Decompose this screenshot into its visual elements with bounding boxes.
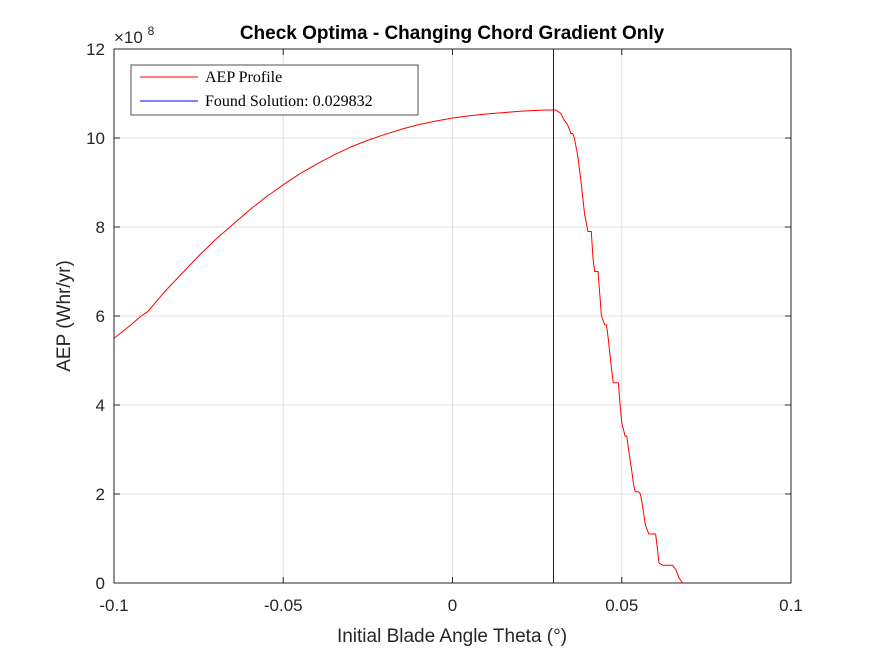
x-tick-label: -0.1 xyxy=(99,596,128,615)
legend-label-aep-profile: AEP Profile xyxy=(205,69,282,86)
legend: AEP Profile Found Solution: 0.029832 xyxy=(130,64,419,116)
y-axis-multiplier: ×10 8 xyxy=(114,24,155,47)
y-axis-label: AEP (Whr/yr) xyxy=(54,260,75,372)
grid xyxy=(114,49,791,583)
y-tick-label: 12 xyxy=(86,40,105,59)
x-tick-label: 0 xyxy=(448,596,457,615)
legend-box xyxy=(130,64,419,116)
y-tick-label: 10 xyxy=(86,129,105,148)
x-axis-label: Initial Blade Angle Theta (°) xyxy=(337,626,567,647)
series-layer xyxy=(113,49,791,584)
aep-profile-line xyxy=(113,109,791,584)
y-tick-label: 6 xyxy=(96,307,105,326)
x-tick-label: -0.05 xyxy=(264,596,303,615)
y-tick-label: 4 xyxy=(96,396,105,415)
legend-label-found-solution: Found Solution: 0.029832 xyxy=(205,93,373,110)
chart-title: Check Optima - Changing Chord Gradient O… xyxy=(240,23,665,44)
y-multiplier-base: ×10 xyxy=(114,28,143,47)
y-multiplier-exponent: 8 xyxy=(148,24,155,38)
y-tick-label: 2 xyxy=(96,485,105,504)
ticks: -0.1 -0.05 0 0.05 0.1 0 2 4 6 8 10 12 xyxy=(86,40,803,615)
y-tick-label: 8 xyxy=(96,218,105,237)
x-tick-label: 0.1 xyxy=(779,596,803,615)
x-tick-label: 0.05 xyxy=(605,596,638,615)
y-tick-label: 0 xyxy=(96,574,105,593)
